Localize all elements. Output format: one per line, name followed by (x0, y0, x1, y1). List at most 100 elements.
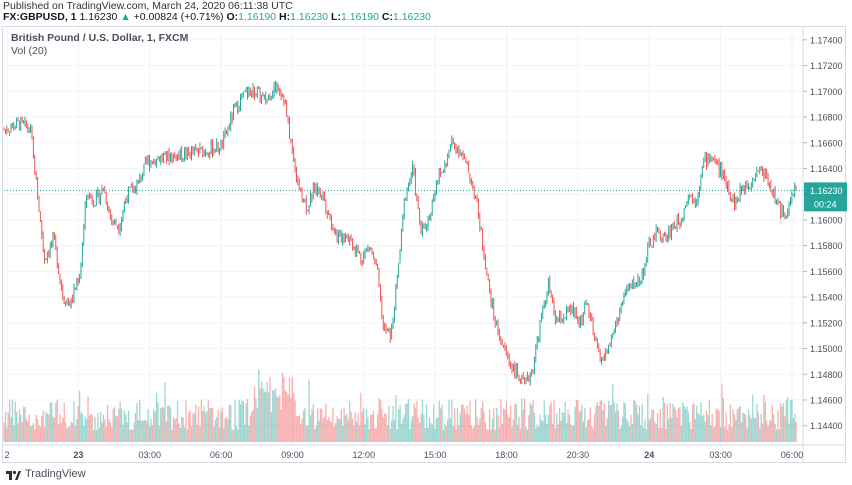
volume-bar (179, 428, 182, 442)
volume-bar (528, 415, 530, 442)
volume-bar (759, 428, 761, 442)
volume-bar (466, 405, 468, 442)
volume-bar (358, 425, 361, 442)
volume-bar (700, 402, 702, 442)
volume-bar (533, 412, 536, 442)
volume-bar (49, 402, 51, 442)
volume-bar (382, 417, 384, 442)
volume-bar (763, 394, 765, 442)
volume-bar (57, 423, 60, 442)
volume-bar (757, 412, 759, 442)
volume-bar (388, 405, 390, 442)
volume-bar (585, 427, 587, 442)
volume-bar (670, 417, 673, 442)
volume-bar (417, 417, 419, 442)
volume-bar (217, 409, 219, 442)
volume-bar (392, 405, 394, 442)
volume-bar (638, 405, 641, 442)
volume-bar (10, 417, 12, 442)
volume-bar (108, 419, 110, 442)
volume-bar (112, 408, 114, 442)
volume-bar (656, 412, 659, 442)
volume-bar (502, 408, 505, 442)
volume-bar (795, 421, 797, 442)
volume-bar (81, 413, 84, 442)
volume-bar (426, 404, 428, 442)
volume-bar (276, 396, 278, 442)
tradingview-logo[interactable]: TradingView (6, 468, 86, 480)
x-tick-label: 03:00 (138, 450, 161, 460)
volume-bar (126, 422, 128, 442)
volume-bar (409, 429, 411, 442)
volume-bar (357, 413, 359, 442)
volume-bar (386, 425, 389, 442)
volume-bar (651, 410, 653, 442)
volume-bar (682, 402, 684, 442)
volume-bar (343, 408, 345, 442)
volume-bar (50, 401, 53, 442)
volume-bar (258, 369, 260, 442)
volume-bar (134, 412, 137, 442)
volume-bar (87, 396, 89, 442)
volume-bar (80, 412, 82, 442)
volume-bar (666, 403, 669, 442)
volume-bar (509, 405, 512, 442)
volume-bar (105, 426, 107, 442)
volume-bar (302, 410, 305, 442)
volume-bar (563, 413, 565, 442)
volume-bar (101, 422, 103, 442)
volume-bar (104, 419, 106, 442)
volume-bar (14, 401, 16, 442)
volume-bar (25, 419, 28, 442)
volume-bar (461, 404, 463, 442)
volume-bar (792, 418, 794, 442)
x-tick-label: 06:00 (210, 450, 233, 460)
volume-bar (293, 392, 295, 442)
volume-bar (160, 408, 162, 442)
volume-bar (469, 400, 471, 442)
volume-bar (363, 407, 365, 442)
volume-bar (238, 399, 240, 442)
volume-bar (123, 410, 126, 442)
volume-bar (708, 400, 711, 442)
volume-bar (53, 418, 56, 442)
volume-bar (325, 403, 327, 442)
volume-bar (729, 404, 731, 442)
volume-bar (515, 404, 517, 442)
volume-bar (419, 422, 421, 442)
volume-bar (349, 401, 351, 442)
volume-bar (267, 392, 270, 442)
volume-bar (791, 399, 793, 442)
volume-bar (42, 410, 44, 442)
volume-bar (735, 419, 737, 442)
tradingview-logo-icon (6, 470, 21, 480)
volume-bar (620, 425, 622, 442)
chart-panel[interactable] (2, 26, 846, 463)
volume-bar (780, 403, 782, 442)
volume-bar (462, 404, 464, 442)
volume-bar (223, 428, 225, 442)
volume-bar (321, 408, 323, 442)
volume-bar (339, 418, 341, 442)
volume-bar (767, 425, 769, 442)
volume-bar (279, 395, 281, 442)
last-price-value: 1.16230 (810, 186, 843, 196)
volume-bar (627, 421, 629, 442)
volume-bar (707, 415, 709, 442)
volume-bar (703, 414, 705, 442)
volume-bar (701, 416, 704, 442)
volume-bar (565, 423, 568, 442)
volume-bar (67, 426, 70, 442)
volume-bar (644, 419, 646, 442)
volume-bar (542, 420, 544, 442)
volume-bar (260, 381, 263, 442)
volume-bar (698, 415, 701, 442)
volume-bar (395, 395, 397, 442)
volume-bar (554, 428, 557, 442)
volume-bar (181, 416, 183, 442)
volume-bar (458, 425, 460, 442)
volume-bar (739, 405, 741, 442)
volume-bar (498, 428, 501, 442)
volume-bar (127, 410, 130, 442)
